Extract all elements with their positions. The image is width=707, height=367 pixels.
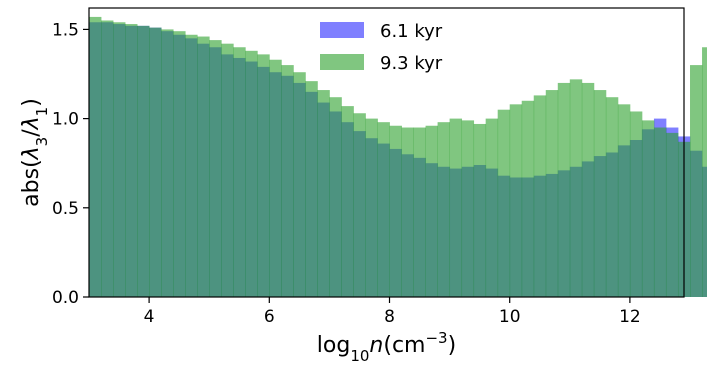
bar — [365, 118, 378, 297]
bars-layer — [89, 16, 707, 298]
x-axis-label: log10n(cm−3) — [317, 329, 456, 365]
bar — [221, 43, 234, 298]
bar — [377, 122, 390, 297]
bar — [425, 125, 438, 298]
series-2 — [89, 16, 707, 298]
bar — [690, 65, 703, 297]
bar — [593, 90, 607, 297]
bar — [113, 22, 126, 298]
bar — [257, 54, 270, 297]
bar — [665, 132, 679, 297]
x-tick-label: 10 — [499, 307, 521, 327]
bar — [569, 79, 583, 297]
bar — [485, 118, 499, 297]
bar — [473, 123, 487, 298]
bar — [702, 47, 707, 297]
bar — [89, 16, 102, 297]
bar — [641, 120, 655, 297]
bar — [449, 118, 463, 297]
bar — [137, 25, 150, 298]
bar — [533, 95, 547, 297]
bar — [185, 34, 198, 297]
legend-swatch — [320, 54, 364, 70]
bar — [101, 20, 114, 298]
bar — [245, 50, 258, 298]
bar — [329, 97, 342, 297]
bar — [605, 97, 619, 297]
bar — [269, 59, 282, 298]
bar — [389, 125, 402, 298]
bar — [401, 127, 414, 298]
legend: 6.1 kyr 9.3 kyr — [320, 21, 443, 74]
bar — [629, 111, 643, 297]
bar — [413, 127, 426, 298]
y-tick-label: 1.0 — [52, 110, 79, 130]
y-axis-label: abs(λ3/λ1) — [19, 98, 51, 207]
plot-frame — [88, 7, 685, 298]
bar — [209, 40, 222, 298]
x-tick-label: 8 — [384, 307, 395, 327]
bar — [161, 29, 174, 297]
legend-swatch — [320, 22, 364, 38]
bar — [233, 47, 246, 297]
legend-label: 6.1 kyr — [380, 21, 443, 42]
bar — [617, 104, 631, 297]
legend-item: 6.1 kyr — [320, 21, 443, 42]
bar — [653, 127, 667, 298]
bar — [353, 113, 366, 297]
x-tick-label: 6 — [264, 307, 275, 327]
bar — [509, 104, 523, 297]
bar — [461, 120, 475, 297]
bar — [341, 106, 354, 298]
bar — [305, 81, 318, 297]
bar — [293, 72, 306, 297]
bar — [125, 24, 138, 298]
x-tick-label: 4 — [144, 307, 155, 327]
legend-item: 9.3 kyr — [320, 53, 443, 74]
bar — [497, 109, 511, 297]
bar — [281, 65, 294, 297]
y-tick-label: 1.5 — [52, 20, 79, 40]
y-tick-label: 0.5 — [52, 199, 79, 219]
bar — [149, 27, 162, 298]
legend-label: 9.3 kyr — [380, 53, 443, 74]
bar — [197, 36, 210, 297]
bar — [173, 31, 186, 297]
bar — [521, 100, 535, 298]
y-tick-label: 0.0 — [52, 288, 79, 308]
bar — [581, 82, 595, 298]
axes-layer — [88, 7, 685, 298]
bar — [317, 90, 330, 297]
bar — [545, 90, 559, 297]
ticks-layer: 4 6 8 10 12 0.0 0.5 1.0 1.5 — [52, 20, 641, 327]
bar — [557, 82, 571, 298]
bar — [437, 122, 451, 297]
x-tick-label: 12 — [619, 307, 641, 327]
